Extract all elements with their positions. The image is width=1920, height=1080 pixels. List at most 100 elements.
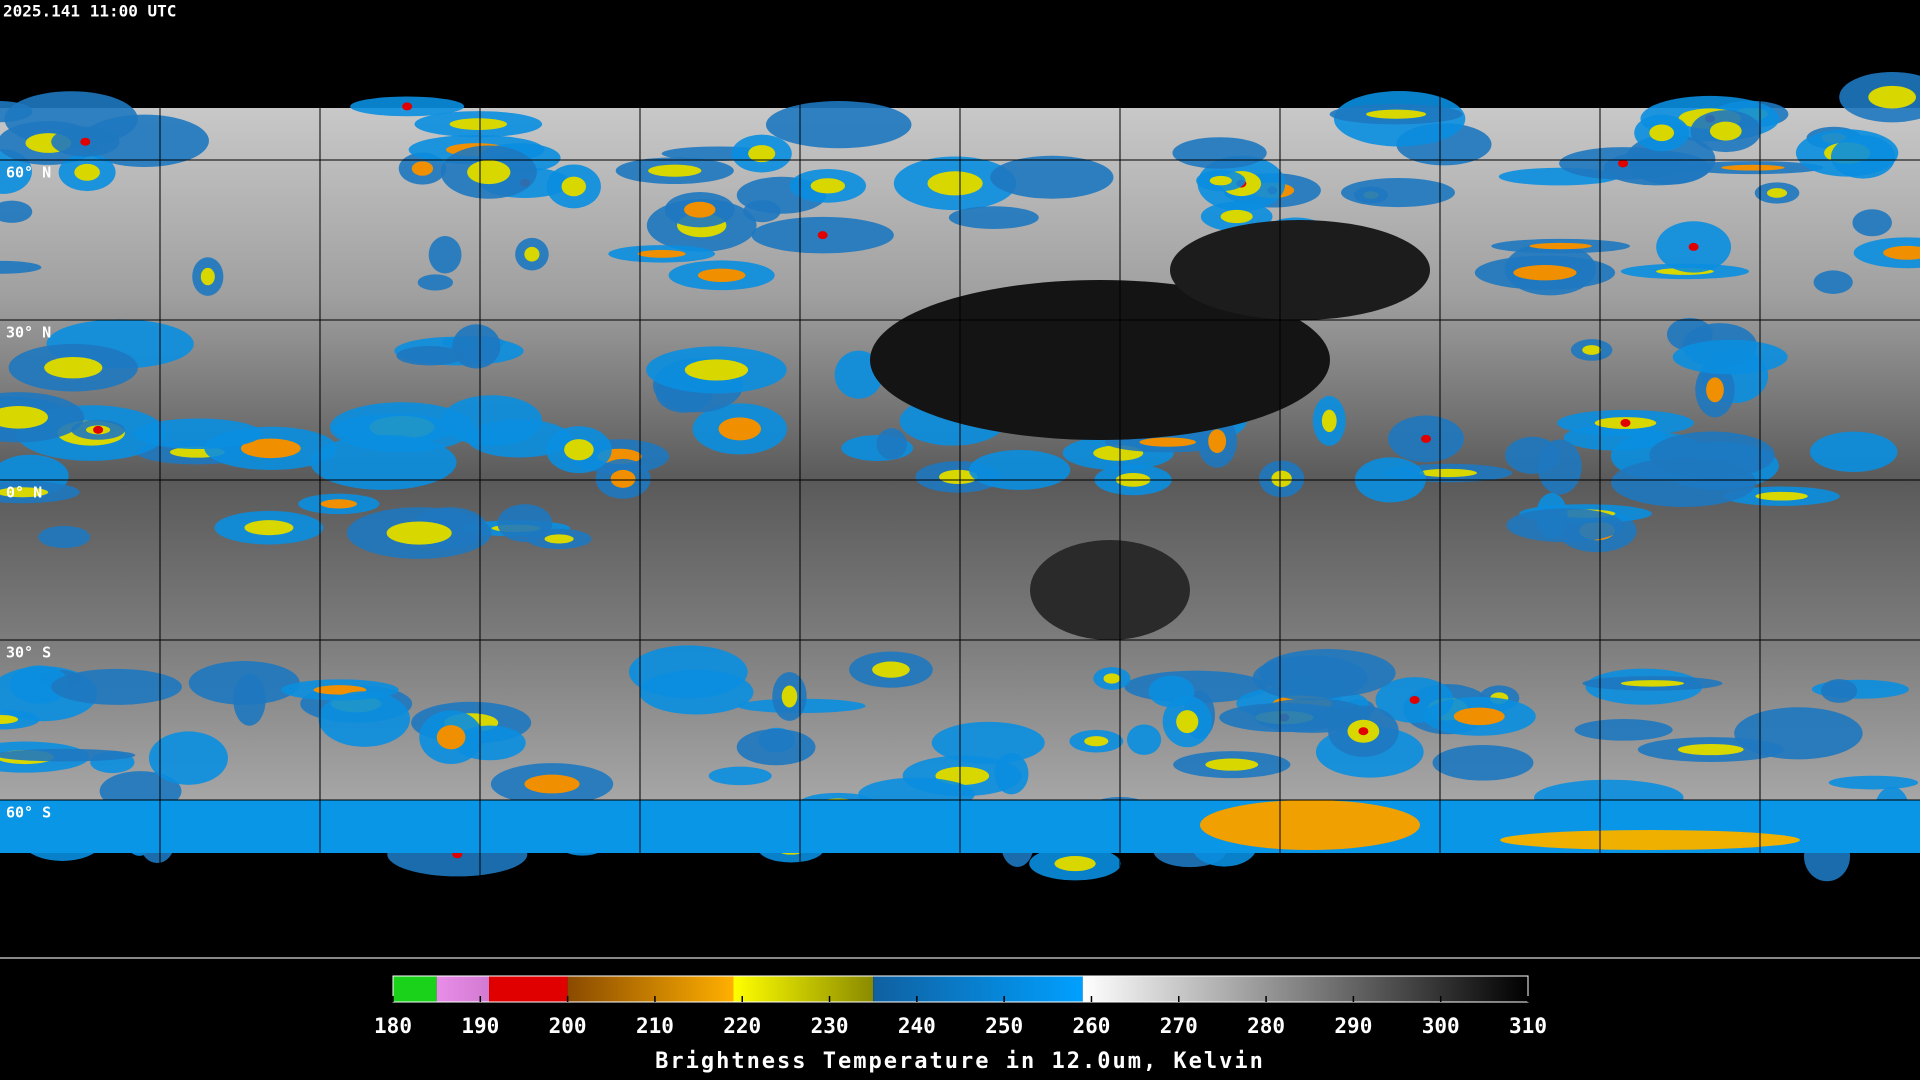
timestamp: 2025.141 11:00 UTC	[3, 2, 176, 21]
colorbar-tick-label: 290	[1334, 1014, 1372, 1038]
very-cold-cloud	[1618, 159, 1629, 168]
colorbar-segment	[1082, 976, 1528, 1002]
cold-cloud	[781, 685, 798, 708]
cloud	[0, 709, 40, 730]
cold-cloud	[449, 118, 508, 130]
cold-cloud	[648, 164, 702, 177]
cold-cloud	[1620, 680, 1684, 687]
cloud	[1830, 135, 1896, 179]
cloud	[1252, 655, 1368, 701]
colorbar-tick-label: 260	[1072, 1014, 1110, 1038]
colorbar-tick-label: 250	[985, 1014, 1023, 1038]
colorbar-tick-label: 310	[1509, 1014, 1547, 1038]
cold-cloud	[810, 178, 846, 194]
very-cold-cloud	[1620, 418, 1631, 427]
cold-cloud	[1271, 470, 1292, 488]
cold-cloud	[1139, 437, 1196, 447]
cold-cloud	[0, 714, 19, 724]
cloud	[133, 418, 263, 450]
cold-cloud	[1500, 830, 1800, 850]
cold-cloud	[0, 405, 48, 429]
cloud	[708, 766, 772, 786]
colorbar: 180 190 200 210 220 230 240 250 260 270 280 290 300 3…	[374, 975, 1547, 1038]
cold-cloud	[1419, 468, 1477, 478]
cold-cloud	[1084, 736, 1109, 747]
cold-cloud	[544, 534, 574, 544]
cold-cloud	[1709, 121, 1742, 141]
cold-cloud	[74, 163, 100, 181]
cold-cloud	[1649, 124, 1675, 142]
cold-cloud	[935, 766, 990, 785]
colorbar-segment	[393, 976, 437, 1002]
cloud	[417, 274, 454, 291]
colorbar-segment	[873, 976, 1083, 1002]
cold-cloud	[386, 521, 452, 545]
colorbar-segment	[733, 976, 874, 1002]
cloud	[1574, 719, 1673, 741]
cloud	[318, 691, 411, 747]
dry-region	[1170, 220, 1430, 320]
cold-cloud	[1205, 758, 1259, 771]
cloud	[639, 669, 754, 715]
graticule: 60° N 30° N 0° N 30° S 60° S	[0, 163, 1920, 822]
colorbar-segment	[436, 976, 490, 1002]
cloud	[994, 753, 1029, 795]
cold-cloud	[1706, 377, 1724, 403]
cold-cloud	[939, 469, 978, 485]
cold-cloud	[1054, 856, 1096, 872]
cold-cloud	[1721, 164, 1785, 171]
cold-cloud	[1529, 242, 1592, 250]
colorbar-segment	[489, 976, 568, 1002]
cloud	[51, 668, 182, 705]
cloud	[1148, 675, 1195, 708]
cloud	[876, 428, 907, 460]
colorbar-frame	[392, 975, 1529, 1003]
latitude-label: 60° S	[6, 804, 51, 822]
latitude-label: 30° S	[6, 644, 51, 662]
cold-cloud	[44, 356, 103, 379]
latitude-label: 30° N	[6, 324, 51, 342]
cloud	[38, 525, 91, 549]
colorbar-tick-label: 180	[374, 1014, 412, 1038]
cold-cloud	[1755, 491, 1808, 501]
cold-cloud	[1883, 245, 1920, 260]
colorbar-tick-label: 210	[636, 1014, 674, 1038]
cloud	[1537, 439, 1582, 495]
cold-cloud	[610, 469, 636, 488]
cloud	[80, 114, 209, 167]
cloud	[396, 345, 464, 366]
latitude-label: 0° N	[6, 484, 42, 502]
cold-cloud	[1208, 429, 1227, 454]
cloud	[0, 200, 33, 223]
cold-cloud	[1176, 710, 1199, 734]
cold-cloud	[927, 171, 983, 196]
cloud	[310, 434, 457, 490]
colorbar-label: Brightness Temperature in 12.0um, Kelvin	[655, 1049, 1265, 1074]
cold-cloud	[1366, 109, 1427, 119]
colorbar-tick-label: 300	[1422, 1014, 1460, 1038]
colorbar-tick-label: 270	[1160, 1014, 1198, 1038]
cloud	[428, 236, 462, 274]
cloud	[1828, 775, 1919, 790]
cloud	[1734, 707, 1863, 760]
very-cold-cloud	[80, 137, 91, 146]
cloud	[1340, 178, 1456, 208]
cold-cloud	[1321, 409, 1337, 433]
cloud	[1672, 339, 1788, 375]
cold-cloud	[0, 487, 49, 498]
cold-cloud	[748, 145, 776, 163]
cold-cloud	[1766, 188, 1788, 198]
very-cold-cloud	[402, 102, 413, 111]
cold-cloud	[637, 249, 686, 258]
cloud	[441, 395, 543, 447]
cloud	[948, 206, 1039, 229]
cold-cloud	[1677, 743, 1744, 756]
cold-cloud	[244, 520, 294, 536]
cold-cloud	[697, 268, 746, 282]
cold-cloud	[1582, 345, 1601, 355]
cold-cloud	[1209, 175, 1232, 186]
colorbar-tick-label: 200	[549, 1014, 587, 1038]
colorbar-segment	[567, 976, 734, 1002]
latitude-label: 60° N	[6, 164, 51, 182]
